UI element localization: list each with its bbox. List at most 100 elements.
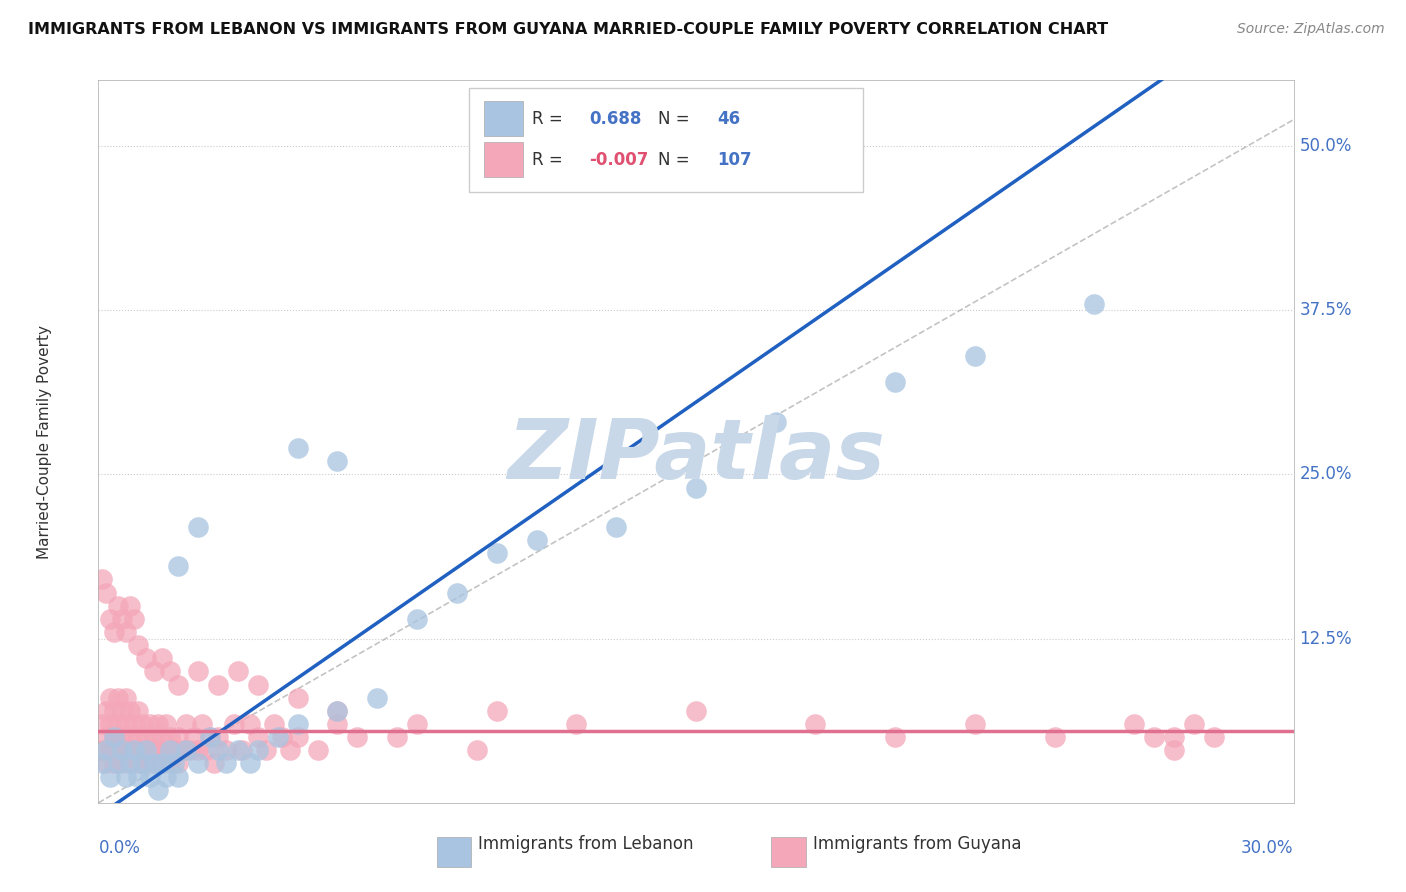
Point xyxy=(239,756,262,771)
Text: Immigrants from Lebanon: Immigrants from Lebanon xyxy=(478,835,695,853)
Point xyxy=(150,756,173,771)
Text: 46: 46 xyxy=(717,110,741,128)
Point xyxy=(139,770,162,784)
Point xyxy=(111,756,134,771)
Point xyxy=(159,743,181,757)
Point xyxy=(287,441,309,455)
Point xyxy=(167,677,190,691)
FancyBboxPatch shape xyxy=(470,87,863,193)
Point xyxy=(1163,743,1185,757)
Point xyxy=(163,743,186,757)
Point xyxy=(115,625,138,640)
Point xyxy=(127,730,149,744)
Point xyxy=(103,730,125,744)
Text: Immigrants from Guyana: Immigrants from Guyana xyxy=(813,835,1022,853)
Text: 107: 107 xyxy=(717,151,752,169)
Point xyxy=(167,730,190,744)
Point xyxy=(91,743,114,757)
Point xyxy=(120,599,142,613)
Point xyxy=(98,743,122,757)
Point xyxy=(135,756,157,771)
Text: 25.0%: 25.0% xyxy=(1299,466,1353,483)
Point xyxy=(107,717,129,731)
Point xyxy=(198,730,221,744)
Text: IMMIGRANTS FROM LEBANON VS IMMIGRANTS FROM GUYANA MARRIED-COUPLE FAMILY POVERTY : IMMIGRANTS FROM LEBANON VS IMMIGRANTS FR… xyxy=(28,22,1108,37)
Point xyxy=(1123,717,1146,731)
Point xyxy=(159,665,181,679)
Point xyxy=(287,730,309,744)
Point xyxy=(107,756,129,771)
Point xyxy=(103,730,125,744)
Point xyxy=(98,717,122,731)
Point xyxy=(366,690,388,705)
FancyBboxPatch shape xyxy=(437,837,471,867)
Point xyxy=(120,756,142,771)
Point xyxy=(207,730,229,744)
Point xyxy=(187,665,209,679)
Point xyxy=(127,756,149,771)
Point xyxy=(246,677,269,691)
Text: 0.688: 0.688 xyxy=(589,110,643,128)
Point xyxy=(246,743,269,757)
Point xyxy=(124,717,146,731)
Point xyxy=(207,743,229,757)
Point xyxy=(127,770,149,784)
Point xyxy=(198,730,221,744)
Point xyxy=(148,782,170,797)
Point xyxy=(307,743,329,757)
Point xyxy=(270,730,292,744)
Text: Source: ZipAtlas.com: Source: ZipAtlas.com xyxy=(1237,22,1385,37)
Point xyxy=(111,612,134,626)
Point xyxy=(246,730,269,744)
Point xyxy=(963,349,986,363)
Point xyxy=(115,717,138,731)
Point xyxy=(326,717,349,731)
Point xyxy=(406,717,429,731)
Point xyxy=(124,743,146,757)
Text: N =: N = xyxy=(658,110,695,128)
Point xyxy=(287,690,309,705)
Point xyxy=(148,743,170,757)
Point xyxy=(765,415,787,429)
Text: R =: R = xyxy=(533,151,568,169)
Point xyxy=(287,717,309,731)
Point xyxy=(485,704,508,718)
Point xyxy=(1083,296,1105,310)
Text: Married-Couple Family Poverty: Married-Couple Family Poverty xyxy=(37,325,52,558)
Point xyxy=(239,717,262,731)
Point xyxy=(107,743,129,757)
Point xyxy=(107,599,129,613)
Point xyxy=(107,690,129,705)
Text: ZIPatlas: ZIPatlas xyxy=(508,416,884,497)
Point xyxy=(96,756,118,771)
Point xyxy=(187,756,209,771)
Point xyxy=(98,690,122,705)
Point xyxy=(226,665,249,679)
Point xyxy=(143,665,166,679)
Text: 37.5%: 37.5% xyxy=(1299,301,1353,319)
Point xyxy=(1182,717,1205,731)
Point xyxy=(1163,730,1185,744)
Point xyxy=(124,743,146,757)
Point xyxy=(159,730,181,744)
Text: R =: R = xyxy=(533,110,568,128)
Point xyxy=(254,743,277,757)
Point xyxy=(155,770,177,784)
Point xyxy=(1143,730,1166,744)
Text: 50.0%: 50.0% xyxy=(1299,137,1353,155)
Point xyxy=(172,743,194,757)
Point xyxy=(222,717,245,731)
Point xyxy=(685,481,707,495)
Point xyxy=(167,559,190,574)
Point xyxy=(96,743,118,757)
Point xyxy=(143,756,166,771)
Point xyxy=(150,730,173,744)
Point xyxy=(183,730,205,744)
Point xyxy=(148,717,170,731)
Point xyxy=(115,770,138,784)
Point xyxy=(163,756,186,771)
Point xyxy=(685,704,707,718)
Point xyxy=(91,756,114,771)
Point xyxy=(127,638,149,652)
Point xyxy=(150,756,173,771)
